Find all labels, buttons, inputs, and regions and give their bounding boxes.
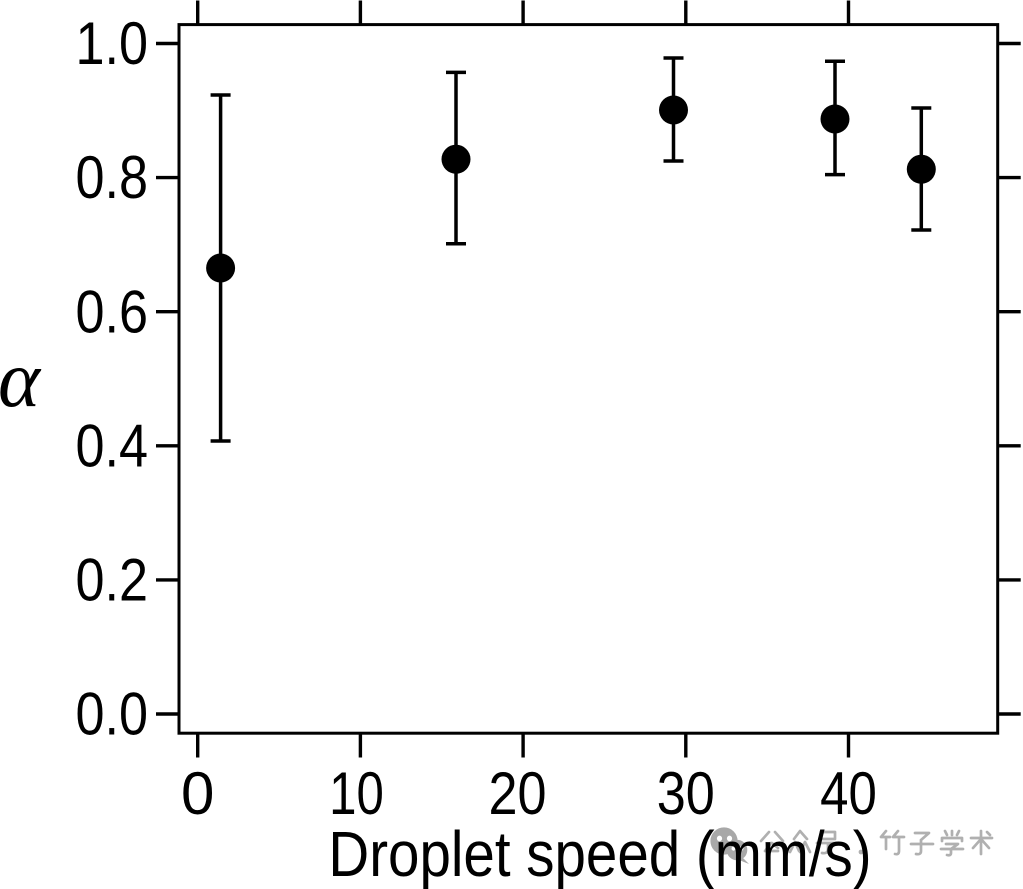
svg-text:0.8: 0.8: [75, 144, 148, 211]
svg-text:1.0: 1.0: [75, 10, 148, 77]
svg-text:0.2: 0.2: [75, 546, 148, 613]
svg-text:40: 40: [820, 760, 877, 827]
svg-text:0.6: 0.6: [75, 278, 148, 345]
svg-text:30: 30: [657, 760, 715, 827]
svg-text:α: α: [0, 336, 42, 424]
svg-text:20: 20: [488, 760, 546, 827]
svg-text:10: 10: [329, 759, 384, 827]
svg-text:0.0: 0.0: [75, 680, 148, 747]
svg-text:0: 0: [181, 760, 214, 827]
svg-text:0.4: 0.4: [75, 412, 148, 479]
svg-text:Droplet speed (mm/s): Droplet speed (mm/s): [328, 818, 871, 889]
